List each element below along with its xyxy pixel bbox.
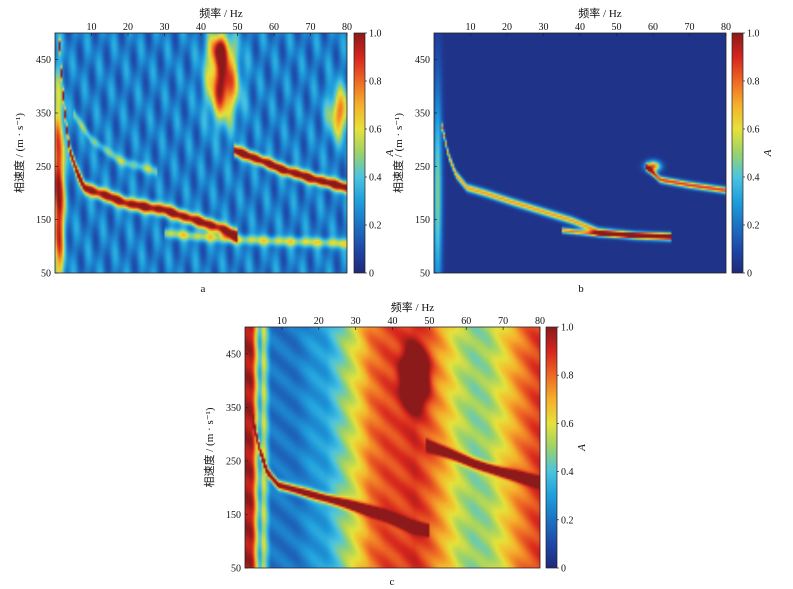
colorbar-tick-label: 1.0 [561, 323, 574, 334]
x-tick-label: 30 [160, 22, 170, 33]
y-tick-label: 450 [415, 55, 430, 66]
y-tick-label: 350 [36, 109, 51, 120]
x-tick-label: 40 [196, 22, 206, 33]
colorbar-tick-label: 0 [747, 269, 752, 280]
y-tick-label: 150 [36, 215, 51, 226]
x-tick-label: 40 [575, 22, 585, 33]
x-tick-label: 80 [721, 22, 731, 33]
x-tick-label: 20 [123, 22, 133, 33]
x-tick-label: 60 [461, 316, 471, 327]
colorbar-tick-label: 0.4 [561, 467, 574, 478]
colorbar-tick-label: 0.4 [747, 173, 760, 184]
colorbar-frame [353, 32, 366, 274]
x-tick-label: 60 [648, 22, 658, 33]
panel-b: 10 20 30 40 50 60 70 80 频率 / Hz 50 150 250 350 450 相速度… [391, 6, 774, 295]
y-tick-label: 250 [226, 456, 241, 467]
y-tick-label: 350 [415, 109, 430, 120]
x-tick-label: 70 [685, 22, 695, 33]
x-tick-label: 50 [424, 316, 434, 327]
x-axis-label: 频率 / Hz [391, 300, 434, 314]
y-tick-label: 250 [36, 162, 51, 173]
x-tick-label: 20 [502, 22, 512, 33]
x-tick-label: 70 [306, 22, 316, 33]
y-tick-label: 50 [41, 269, 51, 280]
y-axis-label: 相速度 / (m · s⁻¹) [202, 407, 216, 487]
colorbar-tick-label: 0.8 [369, 77, 382, 88]
x-tick-label: 60 [269, 22, 279, 33]
colorbar-tick-label: 0.6 [561, 419, 574, 430]
x-tick-label: 30 [351, 316, 361, 327]
x-tick-label: 40 [388, 316, 398, 327]
colorbar-tick-label: 0.6 [369, 125, 382, 136]
colorbar-frame [545, 326, 558, 569]
y-tick-label: 50 [420, 269, 430, 280]
x-tick-label: 50 [612, 22, 622, 33]
x-tick-label: 10 [466, 22, 476, 33]
colorbar-tick-label: 0.8 [747, 77, 760, 88]
colorbar [732, 33, 743, 273]
panel-label: a [201, 283, 206, 295]
x-tick-label: 20 [314, 316, 324, 327]
y-tick-label: 150 [415, 215, 430, 226]
x-tick-label: 50 [233, 22, 243, 33]
x-tick-label: 10 [87, 22, 97, 33]
heatmap-image [434, 33, 726, 273]
x-axis-label: 频率 / Hz [199, 6, 242, 20]
y-axis-label: 相速度 / (m · s⁻¹) [12, 113, 26, 193]
heatmap-image [55, 33, 347, 273]
colorbar-tick-label: 0.8 [561, 371, 574, 382]
x-tick-label: 10 [277, 316, 287, 327]
colorbar-tick-label: 0.6 [747, 125, 760, 136]
y-tick-label: 450 [226, 349, 241, 360]
x-tick-label: 30 [539, 22, 549, 33]
colorbar-label: A [384, 149, 396, 157]
panel-label: c [390, 576, 395, 588]
panel-c: 10 20 30 40 50 60 70 80 频率 / Hz 50 150 250 350 450 相速度… [202, 300, 588, 588]
colorbar-tick-label: 0 [369, 269, 374, 280]
x-tick-label: 70 [498, 316, 508, 327]
colorbar-tick-label: 0.2 [747, 221, 760, 232]
colorbar-tick-label: 0.2 [561, 515, 574, 526]
colorbar [354, 33, 365, 273]
y-axis-label: 相速度 / (m · s⁻¹) [391, 113, 405, 193]
colorbar-frame [731, 32, 744, 274]
y-tick-label: 150 [226, 510, 241, 521]
x-tick-label: 80 [535, 316, 545, 327]
y-tick-label: 50 [231, 564, 241, 575]
colorbar [546, 327, 557, 568]
colorbar-tick-label: 1.0 [747, 29, 760, 40]
heatmap-image [245, 327, 540, 568]
x-axis-label: 频率 / Hz [578, 6, 621, 20]
panel-a: 10 20 30 40 50 60 70 80 频率 / Hz 50 150 250 350 450 相速度… [12, 6, 396, 295]
panel-label: b [578, 283, 584, 295]
colorbar-label: A [762, 149, 774, 157]
colorbar-tick-label: 0 [561, 564, 566, 575]
x-tick-label: 80 [342, 22, 352, 33]
colorbar-tick-label: 0.4 [369, 173, 382, 184]
colorbar-tick-label: 0.2 [369, 221, 382, 232]
y-tick-label: 350 [226, 403, 241, 414]
colorbar-label: A [576, 444, 588, 452]
y-tick-label: 450 [36, 55, 51, 66]
colorbar-tick-label: 1.0 [369, 29, 382, 40]
y-tick-label: 250 [415, 162, 430, 173]
